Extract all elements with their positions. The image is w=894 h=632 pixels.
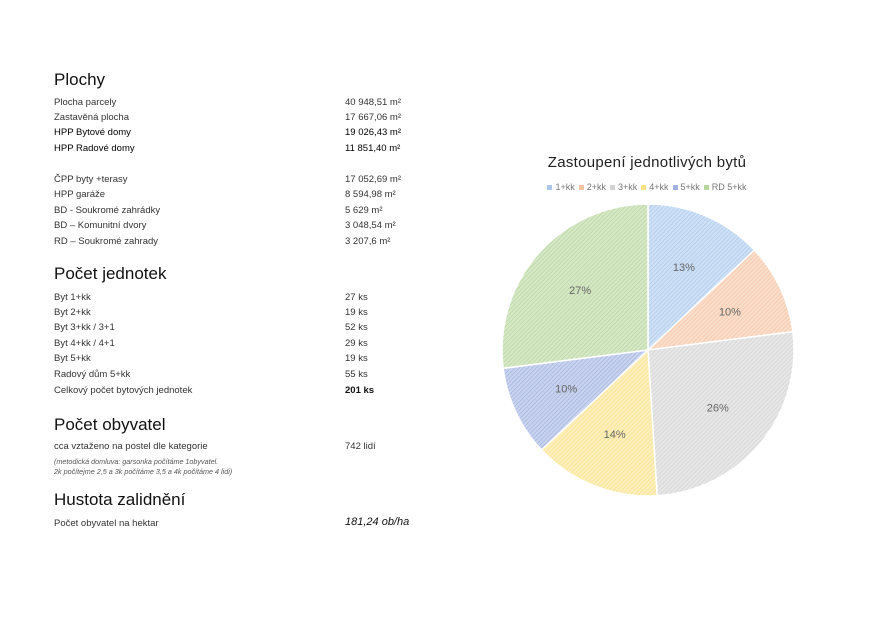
row-label: Byt 2+kk xyxy=(54,307,91,318)
row-label: Byt 5+kk xyxy=(54,353,91,364)
pie-data-label: 26% xyxy=(707,403,729,415)
row-value: 19 ks xyxy=(345,353,368,364)
methodology-note: (metodická domluva: garsonka počítáme 1o… xyxy=(54,457,232,477)
table-row: cca vztaženo na postel dle kategorie 742… xyxy=(54,441,434,456)
density-value: 181,24 ob/ha xyxy=(345,516,410,528)
row-label: HPP Radové domy xyxy=(54,143,135,154)
row-label: RD – Soukromé zahrady xyxy=(54,236,159,247)
legend-item: 1+kk xyxy=(547,182,575,192)
legend-swatch xyxy=(641,185,647,191)
table-row-total: Celkový počet bytových jednotek 201 ks xyxy=(54,385,434,400)
row-value: 11 851,40 m² xyxy=(345,143,401,154)
legend-item: 5+kk xyxy=(672,182,700,192)
row-label: BD – Komunitní dvory xyxy=(54,220,147,231)
obyvatel-title: Počet obyvatel xyxy=(54,415,166,434)
table-row: Byt 4+kk / 4+1 29 ks xyxy=(54,338,434,353)
row-value: 3 207,6 m² xyxy=(345,236,391,247)
row-label: Byt 4+kk / 4+1 xyxy=(54,338,115,349)
pie-slice-4-kk xyxy=(540,348,658,497)
row-label: ČPP byty +terasy xyxy=(54,174,128,185)
table-row: BD – Komunitní dvory 3 048,54 m² xyxy=(54,220,434,235)
pie-slice-1-kk xyxy=(647,203,756,352)
pie-data-label: 27% xyxy=(569,285,591,297)
row-value: 3 048,54 m² xyxy=(345,220,396,231)
row-value: 5 629 m² xyxy=(345,205,383,216)
row-value: 29 ks xyxy=(345,338,368,349)
row-value: 8 594,98 m² xyxy=(345,189,396,200)
row-value: 52 ks xyxy=(345,322,368,333)
row-label: cca vztaženo na postel dle kategorie xyxy=(54,441,208,452)
pie-labels: 13% 10% 26% 14% 10% 27% xyxy=(555,262,741,441)
table-row: Byt 1+kk 27 ks xyxy=(54,292,434,307)
table-row: Radový dům 5+kk 55 ks xyxy=(54,369,434,384)
legend-item: 2+kk xyxy=(578,182,606,192)
pie-data-label: 14% xyxy=(604,429,626,441)
row-value: 17 052,69 m² xyxy=(345,174,401,185)
legend-item: 3+kk xyxy=(609,182,638,192)
pie-slice-5-kk xyxy=(502,348,651,452)
table-row: Byt 3+kk / 3+1 52 ks xyxy=(54,322,434,337)
legend-item: 4+kk xyxy=(641,182,669,192)
row-label: Celkový počet bytových jednotek xyxy=(54,385,193,396)
table-row: Byt 5+kk 19 ks xyxy=(54,353,434,368)
legend-swatch xyxy=(578,185,584,191)
table-row: Zastavěná plocha 17 667,06 m² xyxy=(54,112,434,127)
table-row: ČPP byty +terasy 17 052,69 m² xyxy=(54,174,434,189)
row-value: 55 ks xyxy=(345,369,368,380)
pie-slice-rd-5-kk xyxy=(501,203,649,370)
table-row: Byt 2+kk 19 ks xyxy=(54,307,434,322)
row-label: Radový dům 5+kk xyxy=(54,369,131,380)
table-row: RD – Soukromé zahrady 3 207,6 m² xyxy=(54,236,434,251)
row-value: 40 948,51 m² xyxy=(345,97,401,108)
legend-label: 1+kk xyxy=(555,182,575,192)
pie-slice-2-kk xyxy=(645,248,794,352)
chart-title: Zastoupení jednotlivých bytů xyxy=(547,154,747,171)
legend-label: 4+kk xyxy=(649,182,669,192)
legend-swatch xyxy=(547,185,553,191)
table-row: HPP Bytové domy 19 026,43 m² xyxy=(54,127,434,142)
row-value: 27 ks xyxy=(345,292,368,303)
table-row: HPP garáže 8 594,98 m² xyxy=(54,189,434,204)
row-label: Byt 3+kk / 3+1 xyxy=(54,322,115,333)
legend-swatch xyxy=(609,185,615,191)
pie-slice-3-kk xyxy=(647,330,795,497)
row-value: 17 667,06 m² xyxy=(345,112,401,123)
legend-swatch xyxy=(703,185,709,191)
row-label: HPP Bytové domy xyxy=(54,127,131,138)
row-value: 19 ks xyxy=(345,307,368,318)
legend-label: 2+kk xyxy=(586,182,606,192)
row-label: HPP garáže xyxy=(54,189,106,200)
row-value: 742 lidí xyxy=(345,441,376,452)
chart-legend: 1+kk 2+kk 3+kk 4+kk 5+kk RD 5+kk xyxy=(490,182,804,192)
pie-data-label: 10% xyxy=(555,384,577,396)
row-label: Zastavěná plocha xyxy=(54,112,129,123)
note-line: 2k počítejme 2,5 a 3k počítáme 3,5 a 4k … xyxy=(54,467,233,476)
jednotky-title: Počet jednotek xyxy=(54,264,167,283)
note-line: (metodická domluva: garsonka počítáme 1o… xyxy=(54,457,219,466)
legend-label: RD 5+kk xyxy=(711,182,747,192)
hustota-title: Hustota zalidnění xyxy=(54,490,186,509)
legend-label: 5+kk xyxy=(680,182,700,192)
table-row: HPP Radové domy 11 851,40 m² xyxy=(54,143,434,158)
legend-item: RD 5+kk xyxy=(703,182,747,192)
pie-data-label: 13% xyxy=(673,262,695,274)
table-row: Plocha parcely 40 948,51 m² xyxy=(54,97,434,112)
row-value: 201 ks xyxy=(345,385,375,396)
row-label: Plocha parcely xyxy=(54,97,117,108)
table-row: BD - Soukromé zahrádky 5 629 m² xyxy=(54,205,434,220)
row-label: BD - Soukromé zahrádky xyxy=(54,205,161,216)
row-label: Byt 1+kk xyxy=(54,292,91,303)
row-label: Počet obyvatel na hektar xyxy=(54,518,159,529)
legend-label: 3+kk xyxy=(617,182,638,192)
legend-swatch xyxy=(672,185,678,191)
row-value: 19 026,43 m² xyxy=(345,127,401,138)
pie-data-label: 10% xyxy=(719,306,741,318)
table-row: Počet obyvatel na hektar xyxy=(54,518,434,533)
pie-slices xyxy=(501,203,795,497)
plochy-title: Plochy xyxy=(54,70,106,89)
